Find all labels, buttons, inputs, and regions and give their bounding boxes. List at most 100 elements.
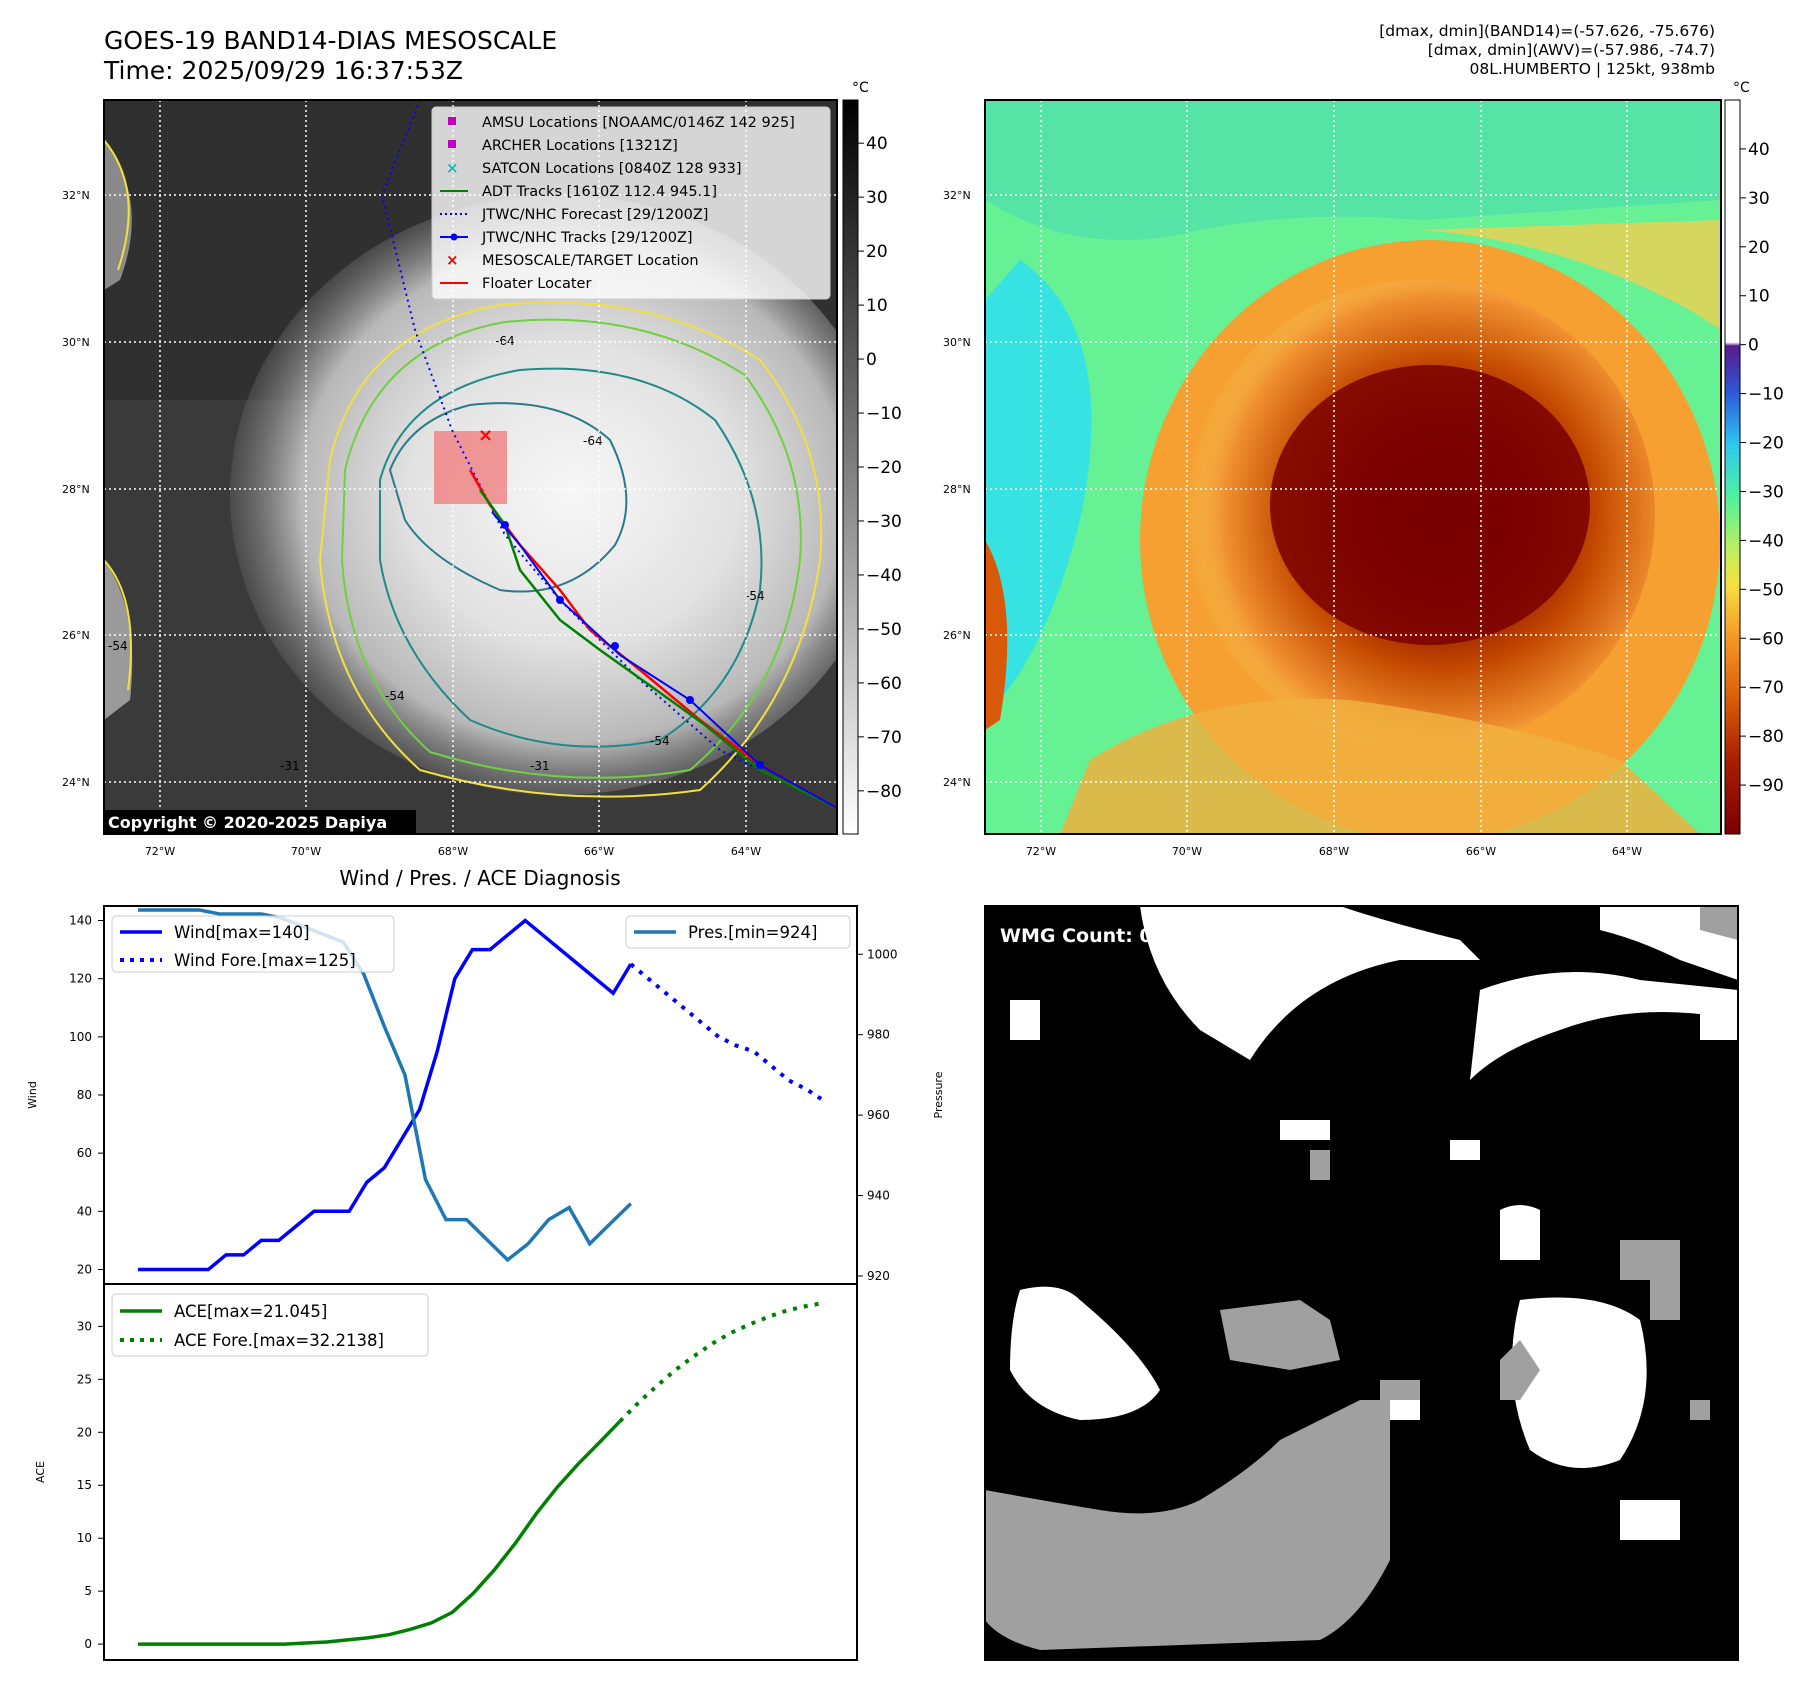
colorbar-tick-label: −40 <box>866 566 902 586</box>
contour-label: -64 <box>583 434 603 448</box>
legend-label: Floater Locater <box>482 276 591 292</box>
legend-label: ACE[max=21.045] <box>174 1302 327 1321</box>
y2-tick-label: 1000 <box>867 947 898 961</box>
lon-label: 70°W <box>291 845 321 858</box>
legend-marker <box>450 233 458 241</box>
color-colorbar: °C 40 30 20 10 0 −10 −20 −30 −40 −50 −60 −70 −80 −90 <box>1724 80 1784 835</box>
awv-map-panel: 32°N 30°N 28°N 26°N 24°N 72°W 70°W 68°W … <box>943 99 1722 858</box>
legend-label: Wind[max=140] <box>174 923 310 942</box>
colorbar-tick-label: 0 <box>1748 336 1759 356</box>
lat-label: 24°N <box>943 776 971 789</box>
colorbar-tick-label: −20 <box>866 458 902 478</box>
colorbar-tick-label: 30 <box>1748 189 1770 209</box>
contour-inner <box>388 402 628 593</box>
lat-label: 26°N <box>62 629 90 642</box>
legend-label: MESOSCALE/TARGET Location <box>482 253 699 269</box>
lon-label: 72°W <box>1026 845 1056 858</box>
lon-label: 68°W <box>438 845 468 858</box>
title-line-1: GOES-19 BAND14-DIAS MESOSCALE <box>104 26 558 55</box>
legend-marker: × <box>446 251 459 269</box>
contour-label: -54 <box>745 589 765 603</box>
colorbar-tick-label: 20 <box>1748 238 1770 258</box>
y-tick-label: 25 <box>77 1372 92 1386</box>
contour-label: -54 <box>108 639 128 653</box>
y2-tick-label: 960 <box>867 1108 890 1122</box>
ace-chart: 0 5 10 15 20 25 30 ACE ACE[max=21.045] ACE Fore… <box>34 1283 858 1661</box>
wmg-count: WMG Count: 0 <box>1000 925 1153 947</box>
colorbar-tick-label: −10 <box>1748 385 1784 405</box>
lat-label: 24°N <box>62 776 90 789</box>
colorbar-tick-label: −50 <box>866 620 902 640</box>
pressure-ylabel: Pressure <box>932 1071 945 1118</box>
colorbar-tick-label: −70 <box>1748 678 1784 698</box>
y-tick-label: 100 <box>69 1030 92 1044</box>
pressure-legend-box <box>625 915 851 949</box>
y-tick-label: 15 <box>77 1478 92 1492</box>
colorbar-unit: °C <box>1733 80 1750 96</box>
lon-label: 70°W <box>1172 845 1202 858</box>
wmg-panel: WMG Count: 0 <box>984 905 1760 1661</box>
info-line-2: [dmax, dmin](AWV)=(-57.986, -74.7) <box>1427 41 1715 59</box>
colorbar-tick-label: 30 <box>866 188 888 208</box>
colorbar-tick-label: −40 <box>1748 531 1784 551</box>
contour-yellow <box>318 301 823 798</box>
legend-label: Pres.[min=924] <box>688 923 817 942</box>
contour-label: -31 <box>280 759 300 773</box>
wind-ylabel: Wind <box>26 1081 39 1109</box>
y-tick-label: 20 <box>77 1262 92 1276</box>
legend-label: ADT Tracks [1610Z 112.4 945.1] <box>482 184 717 200</box>
colorbar-tick-label: 0 <box>866 350 877 370</box>
lat-label: 28°N <box>943 483 971 496</box>
ace-forecast-line <box>618 1300 825 1423</box>
map-legend: AMSU Locations [NOAAMC/0146Z 142 925] ARC… <box>431 106 831 300</box>
lat-label: 30°N <box>943 336 971 349</box>
y-tick-label: 20 <box>77 1425 92 1439</box>
y-tick-label: 80 <box>77 1088 92 1102</box>
lat-label: 30°N <box>62 336 90 349</box>
awv-gridlines <box>985 100 1721 834</box>
wind-line <box>138 918 633 1272</box>
adt-track <box>478 489 837 810</box>
colorbar-tick-label: −80 <box>1748 727 1784 747</box>
ace-line <box>138 1419 622 1646</box>
contour-teal <box>379 367 763 748</box>
wind-forecast-line <box>629 962 826 1103</box>
colorbar-tick-label: 20 <box>866 242 888 262</box>
colorbar-tick-label: 40 <box>1748 140 1770 160</box>
lat-label: 26°N <box>943 629 971 642</box>
lon-label: 64°W <box>731 845 761 858</box>
legend-marker <box>448 117 456 125</box>
ace-legend-box <box>111 1293 429 1357</box>
legend-marker: × <box>446 159 459 177</box>
lat-label: 32°N <box>943 189 971 202</box>
floater-box <box>434 431 507 504</box>
diagnosis-title: Wind / Pres. / ACE Diagnosis <box>339 866 620 890</box>
contour-label: -54 <box>650 734 670 748</box>
pressure-line <box>138 908 633 1263</box>
lon-label: 72°W <box>145 845 175 858</box>
colorbar-tick-label: −60 <box>866 674 902 694</box>
y-tick-label: 60 <box>77 1146 92 1160</box>
copyright-box <box>104 810 416 834</box>
lon-label: 66°W <box>1466 845 1496 858</box>
lon-label: 64°W <box>1612 845 1642 858</box>
colorbar-tick-label: −50 <box>1748 580 1784 600</box>
wind-pressure-chart: 20 40 60 80 100 120 140 920 940 960 980 1000 Wind P… <box>26 905 945 1285</box>
y2-tick-label: 920 <box>867 1269 890 1283</box>
gray-colorbar: °C 40 30 20 10 0 −10 −20 −30 −40 −50 −60 −70 −80 <box>842 80 902 835</box>
colorbar-tick-label: −90 <box>1748 776 1784 796</box>
copyright-text: Copyright © 2020-2025 Dapiya <box>108 813 387 832</box>
y-tick-label: 30 <box>77 1319 92 1333</box>
colorbar-tick-label: 10 <box>1748 287 1770 307</box>
colorbar-tick-label: 10 <box>866 296 888 316</box>
y-tick-label: 0 <box>84 1637 92 1651</box>
lat-label: 32°N <box>62 189 90 202</box>
y-tick-label: 140 <box>69 914 92 928</box>
lat-label: 28°N <box>62 483 90 496</box>
legend-label: JTWC/NHC Forecast [29/1200Z] <box>481 207 708 223</box>
legend-label: JTWC/NHC Tracks [29/1200Z] <box>481 230 693 246</box>
ir-map-panel: -64 -64 -54 -54 -54 -31 -31 -54 <box>62 99 838 858</box>
colorbar-tick-label: −30 <box>866 512 902 532</box>
lon-label: 68°W <box>1319 845 1349 858</box>
contour-label: -64 <box>495 334 515 348</box>
